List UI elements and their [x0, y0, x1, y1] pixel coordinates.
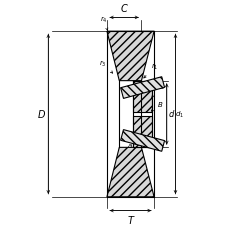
Polygon shape [120, 77, 164, 99]
Polygon shape [133, 81, 151, 112]
Polygon shape [120, 130, 164, 152]
Text: B: B [151, 101, 162, 112]
Text: r$_4$: r$_4$ [99, 15, 107, 31]
Polygon shape [106, 32, 153, 81]
Text: r$_2$: r$_2$ [151, 81, 164, 98]
Text: d: d [167, 110, 173, 119]
Polygon shape [133, 117, 151, 148]
Text: D: D [38, 109, 45, 120]
Text: C: C [120, 4, 127, 14]
Text: d$_1$: d$_1$ [174, 109, 183, 120]
Polygon shape [106, 148, 153, 197]
Text: a: a [127, 135, 136, 149]
Text: T: T [127, 215, 133, 225]
Text: r$_1$: r$_1$ [143, 62, 158, 79]
Text: r$_3$: r$_3$ [99, 58, 112, 74]
